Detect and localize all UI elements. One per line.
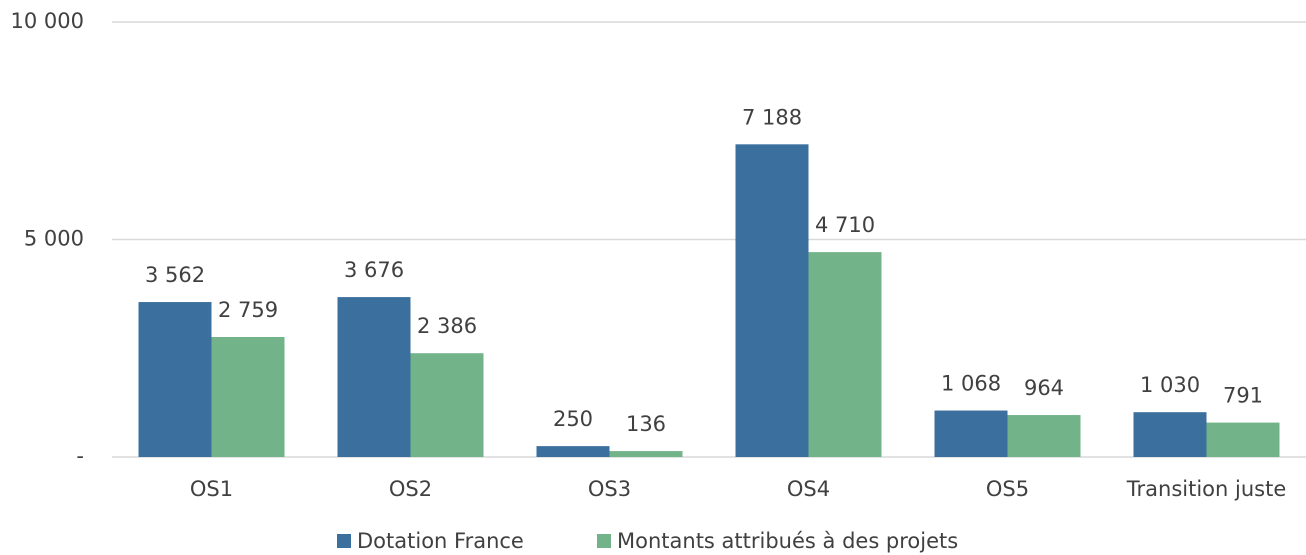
bar (934, 410, 1008, 457)
x-tick-label: OS4 (787, 477, 830, 501)
bar (410, 353, 484, 457)
legend-swatch (597, 534, 611, 548)
value-label: 250 (553, 407, 593, 431)
value-label: 3 676 (344, 258, 404, 282)
x-tick-label: Transition juste (1126, 477, 1286, 501)
value-label: 791 (1223, 384, 1263, 408)
y-tick-label: - (76, 444, 84, 468)
value-label: 7 188 (742, 105, 802, 129)
bar (536, 446, 610, 457)
bar (138, 302, 212, 457)
bar (1133, 412, 1207, 457)
bar (211, 336, 285, 457)
x-tick-label: OS2 (389, 477, 432, 501)
bar (735, 144, 809, 457)
value-label: 4 710 (815, 213, 875, 237)
value-label: 136 (626, 412, 666, 436)
value-label: 3 562 (145, 263, 205, 287)
value-label: 2 759 (218, 298, 278, 322)
y-tick-label: 10 000 (11, 9, 84, 33)
x-tick-label: OS3 (588, 477, 631, 501)
bar (1007, 415, 1081, 457)
y-tick-label: 5 000 (24, 227, 84, 251)
value-label: 1 030 (1140, 373, 1200, 397)
x-tick-label: OS1 (190, 477, 233, 501)
bar (1206, 422, 1280, 457)
bar (808, 252, 882, 457)
legend-label: Dotation France (357, 529, 524, 553)
value-label: 1 068 (941, 372, 1001, 396)
bar (609, 451, 683, 457)
value-label: 2 386 (417, 314, 477, 338)
value-label: 964 (1024, 376, 1064, 400)
legend-swatch (337, 534, 351, 548)
bar (337, 297, 411, 457)
legend-label: Montants attribués à des projets (617, 529, 958, 553)
x-tick-label: OS5 (986, 477, 1029, 501)
